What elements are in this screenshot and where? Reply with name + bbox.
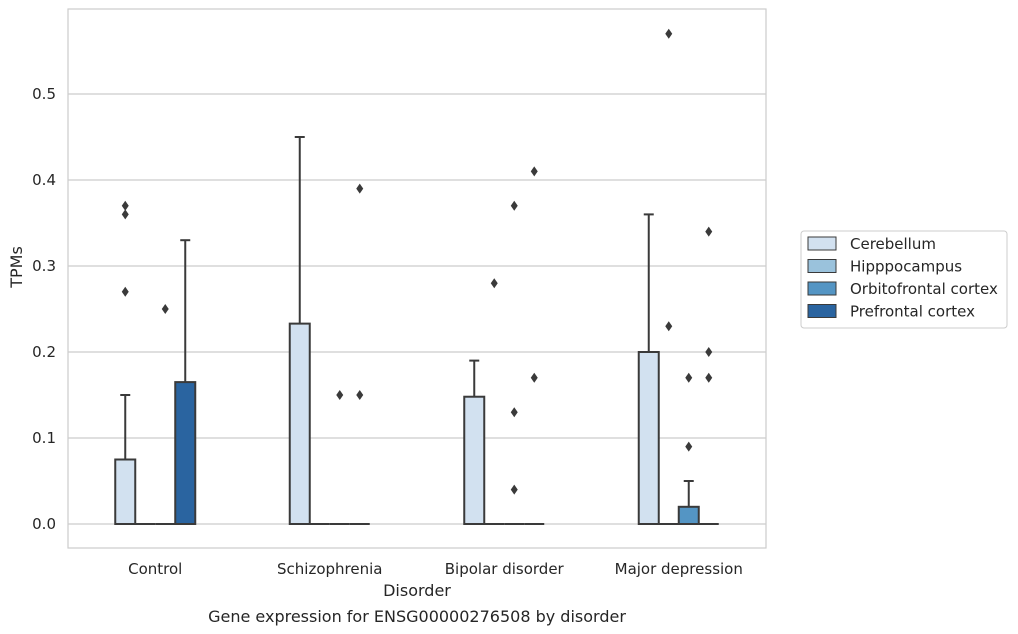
outlier-point bbox=[510, 484, 518, 495]
x-tick-label: Major depression bbox=[615, 560, 743, 578]
outlier-point bbox=[705, 372, 713, 383]
legend-swatch bbox=[807, 236, 837, 251]
outlier-point bbox=[665, 321, 673, 332]
x-tick-labels: Control Schizophrenia Bipolar disorder Majo… bbox=[128, 560, 743, 578]
outlier-point bbox=[510, 407, 518, 418]
series-orbitofrontal-cortex bbox=[155, 200, 700, 525]
y-tick-label: 0.2 bbox=[32, 343, 56, 361]
box bbox=[463, 395, 486, 525]
outlier-point bbox=[121, 200, 129, 211]
legend-swatch bbox=[807, 259, 837, 273]
legend-frame bbox=[800, 230, 1008, 329]
outlier-point bbox=[665, 28, 673, 39]
outlier-point bbox=[530, 372, 538, 383]
legend-label: Orbitofrontal cortex bbox=[850, 280, 998, 298]
outlier-point bbox=[685, 441, 693, 452]
legend-swatch bbox=[807, 304, 837, 318]
x-axis-title: Disorder bbox=[383, 581, 451, 600]
y-axis-title: TPMs bbox=[7, 246, 26, 289]
x-tick-label: Bipolar disorder bbox=[445, 560, 565, 578]
y-tick-label: 0.1 bbox=[32, 429, 56, 447]
outlier-point bbox=[530, 166, 538, 177]
outlier-point bbox=[356, 390, 364, 400]
box bbox=[677, 505, 700, 525]
y-tick-label: 0.0 bbox=[32, 515, 56, 533]
legend-swatch bbox=[807, 281, 837, 296]
outlier-point bbox=[356, 183, 364, 194]
box-series-group bbox=[114, 28, 719, 525]
outlier-point bbox=[705, 226, 713, 237]
outlier-point bbox=[685, 372, 693, 383]
legend-label: Cerebellum bbox=[850, 235, 936, 253]
series-cerebellum bbox=[114, 136, 660, 525]
outlier-point bbox=[490, 278, 498, 289]
legend-label: Hipppocampus bbox=[850, 258, 962, 276]
box bbox=[114, 458, 137, 525]
y-tick-label: 0.3 bbox=[32, 257, 56, 275]
outlier-point bbox=[121, 286, 129, 297]
box bbox=[174, 381, 197, 525]
outlier-point bbox=[510, 200, 518, 211]
series-hipppocampus bbox=[135, 28, 679, 525]
legend-label: Prefrontal cortex bbox=[850, 303, 975, 321]
y-tick-label: 0.5 bbox=[32, 85, 56, 103]
outlier-point bbox=[705, 347, 713, 357]
x-tick-label: Schizophrenia bbox=[277, 560, 382, 578]
outlier-point bbox=[161, 304, 169, 314]
outlier-point bbox=[121, 209, 129, 220]
legend: Cerebellum Hipppocampus Orbitofrontal cort… bbox=[800, 230, 1008, 329]
box bbox=[288, 322, 311, 525]
y-tick-labels: 0.0 0.1 0.2 0.3 0.4 0.5 bbox=[32, 85, 56, 533]
series-prefrontal-cortex bbox=[174, 166, 719, 525]
chart-caption: Gene expression for ENSG00000276508 by d… bbox=[208, 607, 626, 626]
y-tick-label: 0.4 bbox=[32, 171, 56, 189]
x-tick-label: Control bbox=[128, 560, 182, 578]
box bbox=[637, 351, 660, 525]
outlier-point bbox=[336, 390, 344, 400]
plot-area bbox=[67, 8, 767, 549]
